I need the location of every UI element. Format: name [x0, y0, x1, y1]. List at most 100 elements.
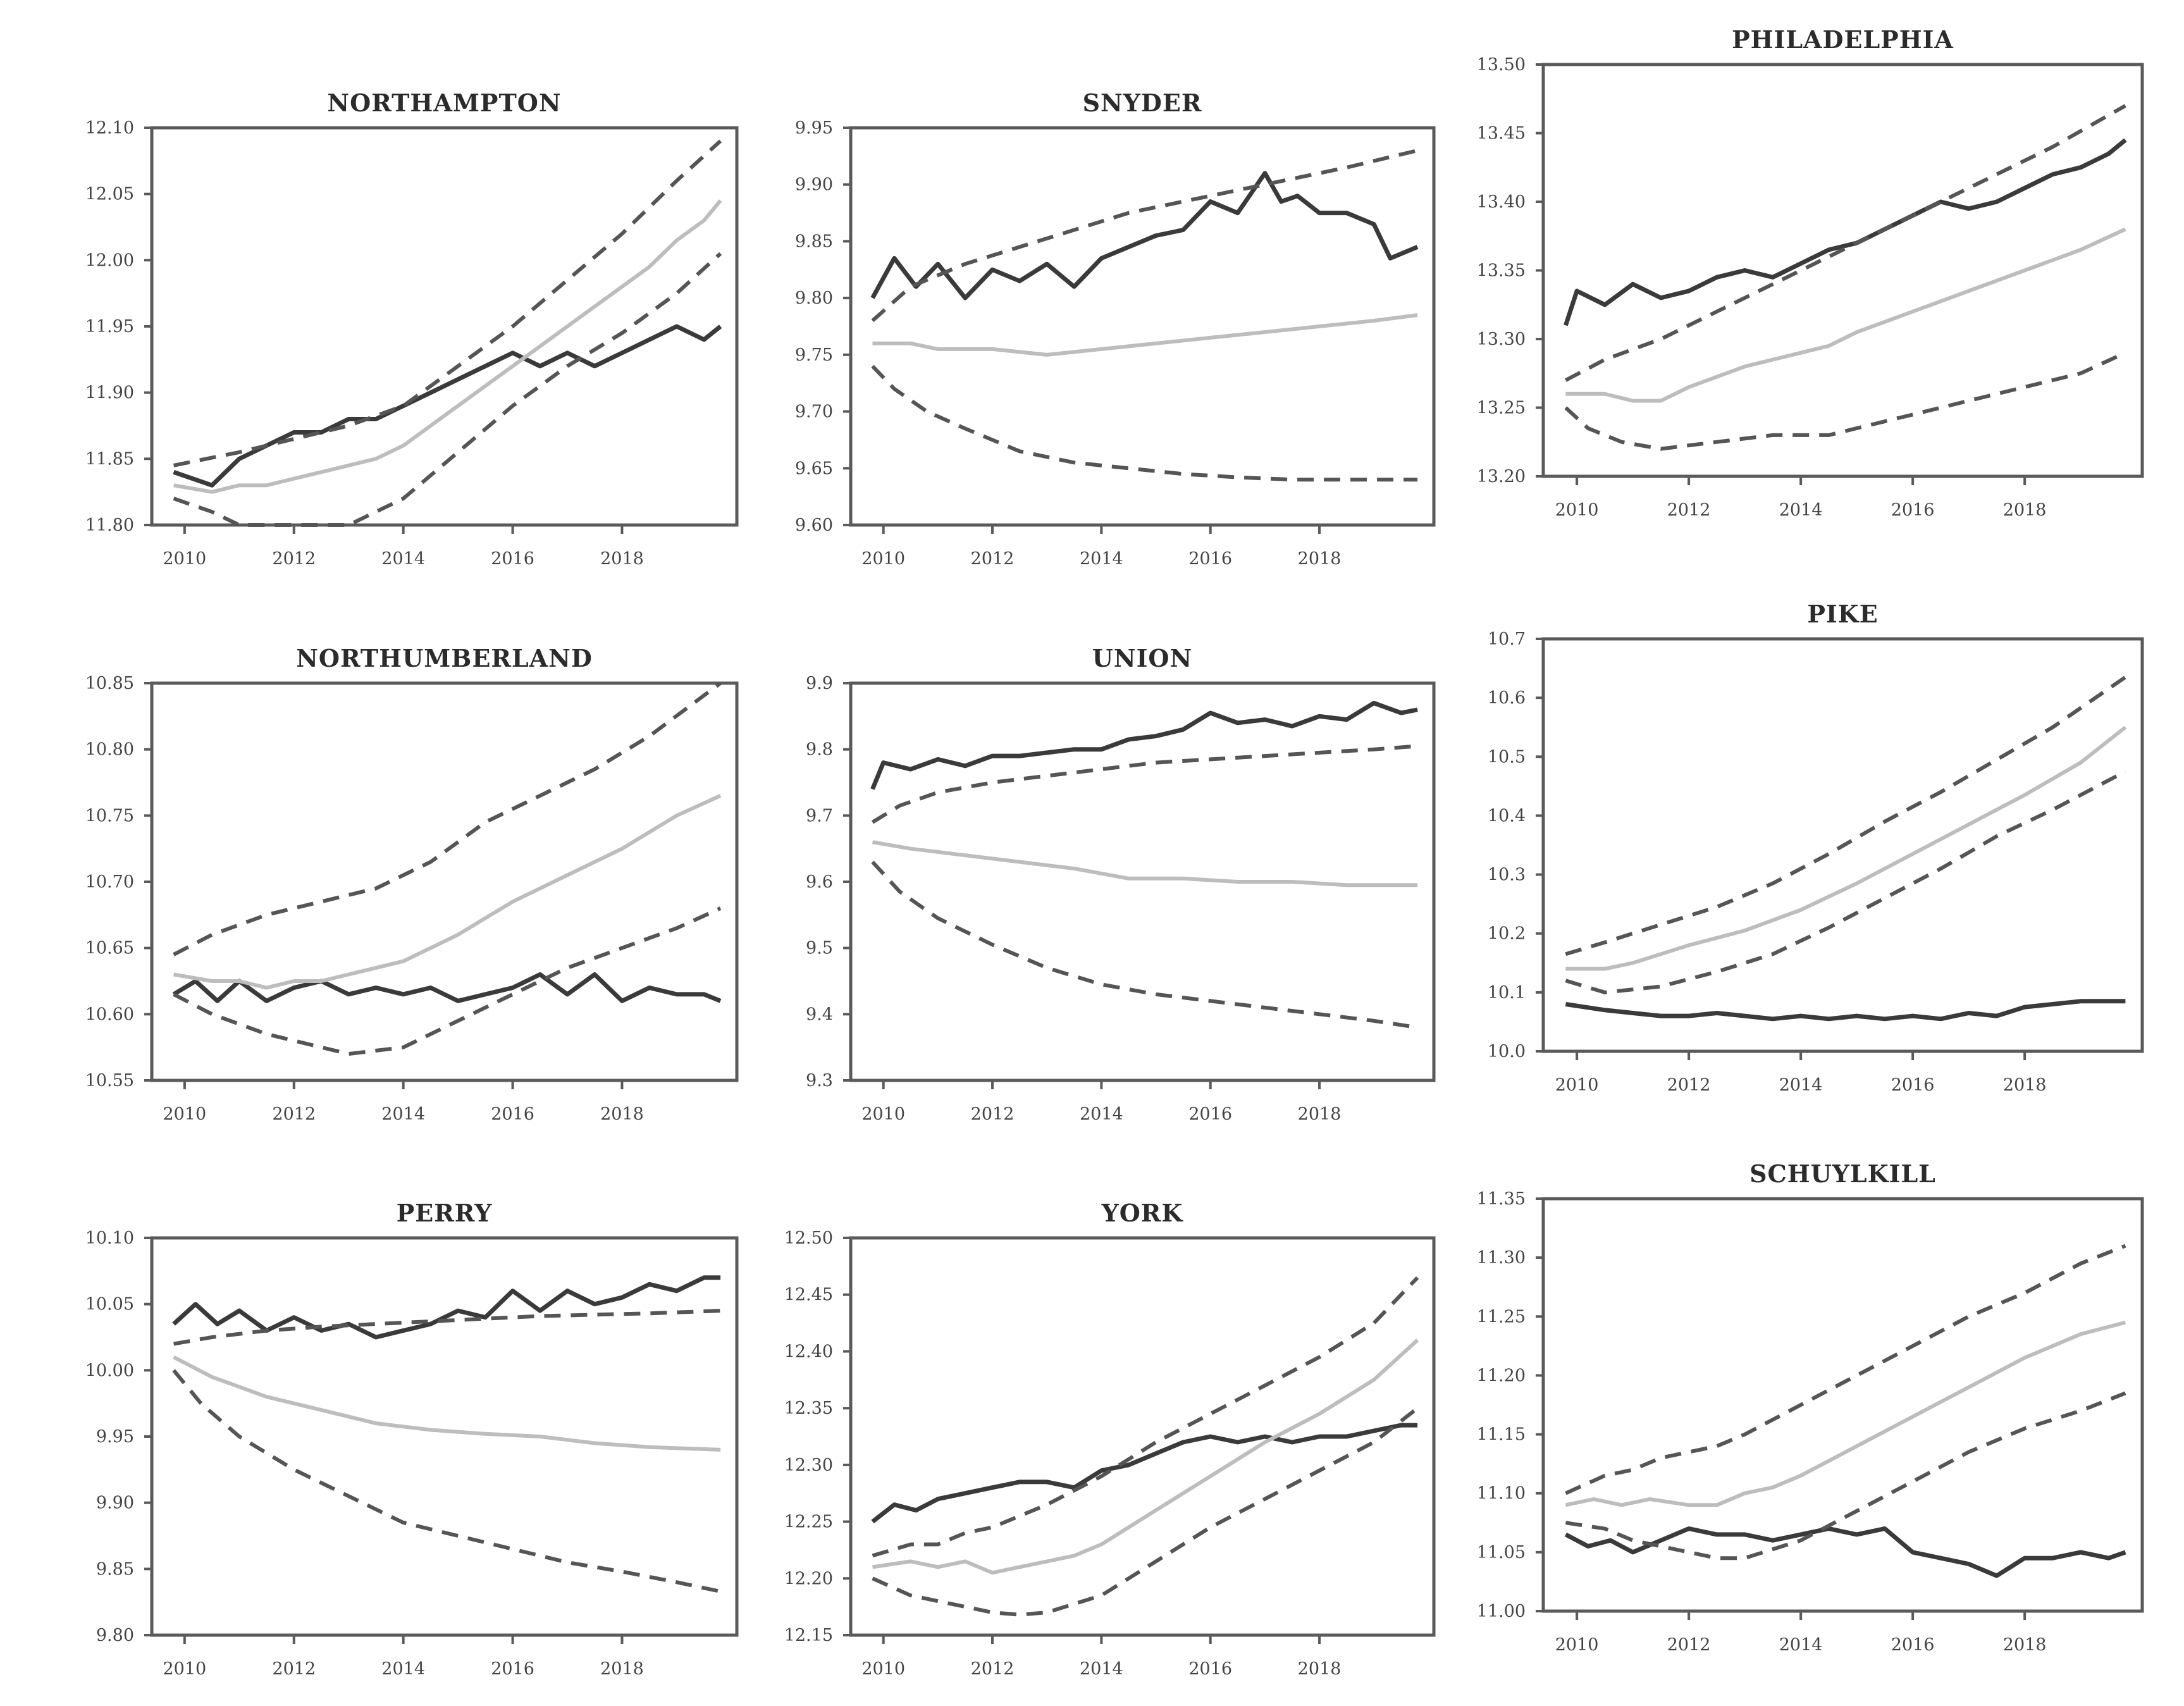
y-tick-label: 10.2: [1488, 924, 1526, 944]
panel-york: YORK 12.15 12.20 12.25 12.30 12.35 12.40 12.45 1…: [784, 1199, 1436, 1679]
panel-perry: PERRY 9.80 9.85 9.90 9.95 10.00 10.05 10.10 2010…: [85, 1199, 739, 1679]
panel-snyder: SNYDER 9.60 9.65 9.70 9.75 9.80 9.85 9.90 9.95 20…: [795, 89, 1436, 569]
x-tick-label: 2012: [272, 1104, 316, 1124]
x-tick-label: 2018: [2003, 1075, 2047, 1095]
series-lower-line: [1565, 1391, 2126, 1561]
panel-union: UNION 9.3 9.4 9.5 9.6 9.7 9.8 9.9 2010 2012 2014 20…: [806, 644, 1436, 1124]
y-tick-label: 9.85: [795, 232, 833, 251]
x-tick-label: 2018: [600, 549, 644, 569]
y-tick-label: 9.4: [806, 1004, 833, 1024]
x-tick-label: 2016: [1891, 500, 1935, 520]
y-tick-label: 9.90: [96, 1493, 134, 1513]
x-tick-label: 2018: [600, 1659, 644, 1679]
panel-title: SNYDER: [1083, 89, 1202, 117]
x-tick-label: 2016: [491, 1104, 534, 1124]
y-tick-label: 10.70: [85, 872, 134, 892]
series-actual-line: [173, 324, 722, 488]
x-tick-label: 2012: [1667, 500, 1711, 520]
series-upper-line: [173, 139, 722, 467]
x-tick-label: 2014: [381, 1659, 425, 1679]
y-tick-label: 10.10: [85, 1228, 134, 1248]
series-forecast-line: [872, 840, 1418, 887]
series-lower-line: [872, 1406, 1419, 1617]
y-tick-label: 10.6: [1488, 688, 1526, 708]
panel-title: PIKE: [1807, 600, 1878, 628]
y-tick-label: 10.75: [85, 806, 134, 825]
y-tick-label: 12.15: [784, 1626, 833, 1645]
y-tick-label: 10.05: [85, 1295, 134, 1314]
y-tick-label: 9.80: [96, 1626, 134, 1645]
plot-frame: [849, 681, 1436, 1082]
y-tick-label: 12.05: [85, 185, 134, 204]
series-upper-line: [871, 744, 1418, 824]
x-tick-label: 2016: [1188, 549, 1232, 569]
series-forecast-line: [872, 1338, 1419, 1575]
y-tick-label: 11.85: [85, 449, 134, 469]
y-tick-label: 9.9: [806, 674, 833, 693]
x-tick-label: 2016: [1891, 1075, 1935, 1095]
y-tick-label: 9.70: [795, 402, 833, 422]
plot-frame: [150, 681, 739, 1082]
y-tick-label: 9.7: [806, 806, 833, 825]
series-lower-line: [1564, 350, 2126, 451]
y-tick-label: 9.90: [795, 175, 833, 195]
plot-frame: [1541, 1197, 2144, 1613]
x-tick-label: 2018: [2003, 1635, 2047, 1655]
y-tick-label: 10.5: [1488, 747, 1526, 767]
y-tick-label: 12.25: [784, 1512, 833, 1532]
series-upper-line: [173, 1309, 721, 1346]
panel-northampton: NORTHAMPTON 11.80 11.85 11.90 11.95 12.00 12.0…: [85, 89, 739, 569]
series-forecast-line: [872, 313, 1418, 357]
series-actual-line: [172, 972, 722, 1003]
y-tick-label: 9.85: [96, 1559, 134, 1579]
series-upper-line: [1565, 104, 2126, 382]
series-actual-line: [1565, 999, 2126, 1022]
y-tick-label: 13.30: [1477, 330, 1526, 349]
series-actual-line: [871, 1423, 1418, 1524]
series-upper-line: [871, 148, 1418, 323]
y-tick-label: 11.30: [1477, 1248, 1526, 1268]
x-tick-label: 2010: [861, 1659, 905, 1679]
plot-frame: [849, 126, 1436, 527]
y-tick-label: 9.5: [806, 939, 833, 958]
panel-title: NORTHAMPTON: [327, 89, 561, 117]
x-tick-label: 2018: [1298, 549, 1342, 569]
y-tick-label: 11.05: [1477, 1543, 1526, 1562]
panel-title: SCHUYLKILL: [1749, 1159, 1936, 1188]
y-tick-label: 10.85: [85, 674, 134, 693]
series-lower-line: [871, 860, 1418, 1030]
x-tick-label: 2018: [1298, 1659, 1342, 1679]
x-tick-label: 2016: [1891, 1635, 1935, 1655]
y-tick-label: 9.8: [806, 740, 833, 760]
y-tick-label: 10.4: [1488, 806, 1526, 825]
y-tick-label: 10.80: [85, 740, 134, 760]
y-tick-label: 10.3: [1488, 865, 1526, 885]
y-tick-label: 13.40: [1477, 192, 1526, 212]
y-tick-label: 13.45: [1477, 124, 1526, 144]
x-tick-label: 2016: [1188, 1659, 1232, 1679]
y-tick-label: 11.35: [1477, 1189, 1526, 1209]
y-tick-label: 9.60: [795, 516, 833, 535]
y-tick-label: 11.00: [1477, 1602, 1526, 1621]
series-lower-line: [173, 906, 722, 1056]
y-tick-label: 11.80: [85, 516, 134, 535]
x-tick-label: 2010: [861, 1104, 905, 1124]
series-forecast-line: [173, 199, 722, 494]
x-tick-label: 2010: [1555, 500, 1599, 520]
x-tick-label: 2012: [272, 1659, 316, 1679]
x-tick-label: 2016: [491, 1659, 534, 1679]
x-tick-label: 2010: [1555, 1075, 1599, 1095]
x-tick-label: 2012: [272, 549, 316, 569]
y-tick-label: 13.35: [1477, 261, 1526, 281]
y-tick-label: 9.95: [96, 1427, 134, 1447]
series-actual-line: [1564, 1526, 2126, 1578]
series-forecast-line: [1565, 1320, 2126, 1507]
series-actual-line: [870, 171, 1419, 300]
y-tick-label: 13.25: [1477, 399, 1526, 418]
panel-title: YORK: [1101, 1199, 1184, 1227]
panel-title: PERRY: [397, 1199, 493, 1227]
panel-philadelphia: PHILADELPHIA 13.20 13.25 13.30 13.35 13.40 13.…: [1477, 25, 2144, 520]
series-forecast-line: [173, 1355, 721, 1452]
x-tick-label: 2018: [1298, 1104, 1342, 1124]
y-tick-label: 12.40: [784, 1342, 833, 1361]
